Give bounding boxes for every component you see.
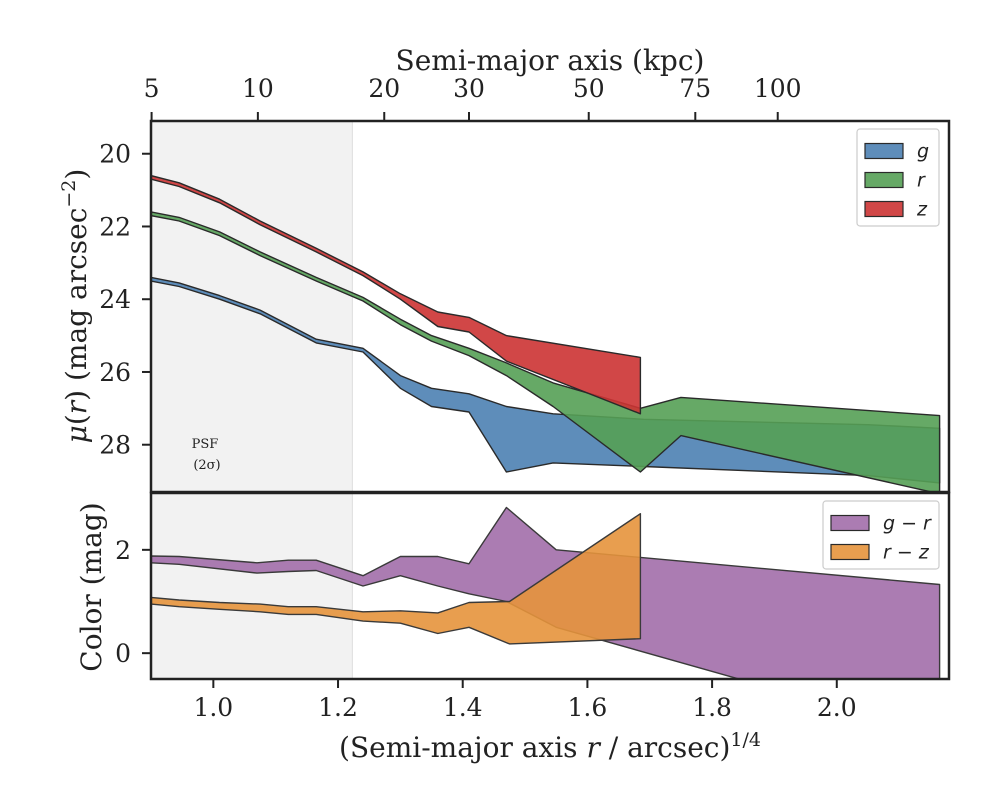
bottom-panel-frame	[149, 491, 951, 681]
legend-bottom-label: r − z	[883, 542, 930, 564]
y-tick-label-top: 28	[99, 431, 131, 460]
y-tick-label-top: 24	[99, 285, 131, 314]
y-tick-label-bottom: 2	[115, 536, 131, 565]
top-x-tick-label: 20	[368, 74, 400, 103]
legend-top-swatch	[864, 171, 904, 189]
top-x-tick-label: 5	[144, 74, 160, 103]
top-x-tick-label: 10	[242, 74, 274, 103]
x-tick-label: 2.0	[817, 693, 857, 722]
psf-label: PSF (2σ)	[192, 437, 223, 473]
x-tick-label: 1.8	[692, 693, 732, 722]
y-axis-title-top: μ(r) (mag arcsec−2)	[58, 169, 93, 444]
z-band-area	[151, 174, 642, 415]
color-panel: 0 2 1.0 1.2 1.4 1.6 1.8 2.0 g − r r − z Color (m…	[75, 493, 941, 764]
legend-bottom: g − r r − z	[822, 500, 940, 570]
surface-brightness-panel: PSF (2σ) 20 22 24 26 28 5 10 20 30 50 75 100 grz μ(…	[58, 44, 941, 492]
psf-region-bottom	[151, 493, 353, 679]
psf-label-line-2: (2σ)	[193, 458, 220, 473]
y-tick-label-top: 26	[99, 358, 131, 387]
x-axis-title: (Semi-major axis r / arcsec)1/4	[339, 729, 761, 764]
top-x-tick-label: 100	[754, 74, 802, 103]
top-x-axis-title: Semi-major axis (kpc)	[396, 44, 705, 77]
legend-top-label: z	[916, 199, 928, 221]
legend-bottom-swatch	[830, 514, 870, 532]
legend-top-swatch	[864, 200, 904, 218]
y-tick-label-bottom: 0	[115, 639, 131, 668]
top-x-tick-label: 50	[573, 74, 605, 103]
psf-label-line-1: PSF	[192, 437, 219, 452]
y-axis-title-bottom: Color (mag)	[75, 502, 108, 671]
top-x-tick-label: 75	[679, 74, 711, 103]
y-tick-label-top: 20	[99, 140, 131, 169]
r-minus-z-area	[151, 513, 642, 645]
top-x-tick-label: 30	[453, 74, 485, 103]
legend-bottom-label: g − r	[883, 513, 932, 535]
r-band-area	[151, 211, 941, 492]
x-tick-label: 1.0	[193, 693, 233, 722]
legend-top-label: r	[917, 170, 926, 192]
x-tick-label: 1.2	[318, 693, 358, 722]
x-tick-label: 1.6	[568, 693, 608, 722]
y-tick-label-top: 22	[99, 212, 131, 241]
legend-top-swatch	[864, 142, 904, 160]
legend-top-label: g	[917, 141, 929, 163]
legend-top: grz	[856, 128, 940, 227]
x-tick-label: 1.4	[443, 693, 483, 722]
legend-bottom-swatch	[830, 543, 870, 561]
